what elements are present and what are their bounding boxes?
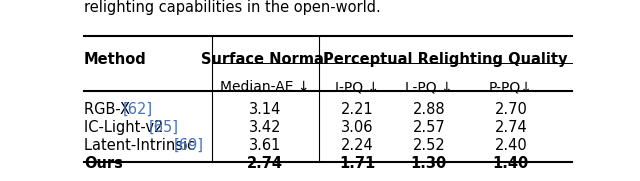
- Text: Surface Normal: Surface Normal: [202, 52, 329, 67]
- Text: 2.24: 2.24: [341, 138, 374, 153]
- Text: RGB-X: RGB-X: [84, 102, 134, 117]
- Text: [62]: [62]: [123, 102, 153, 117]
- Text: Latent-Intrinsic: Latent-Intrinsic: [84, 138, 200, 153]
- Text: 2.88: 2.88: [412, 102, 445, 117]
- Text: 1.71: 1.71: [339, 156, 376, 171]
- Text: Perceptual Relighting Quality: Perceptual Relighting Quality: [323, 52, 568, 67]
- Text: [65]: [65]: [149, 120, 179, 135]
- Text: 3.61: 3.61: [249, 138, 282, 153]
- Text: 3.42: 3.42: [249, 120, 282, 135]
- Text: 2.70: 2.70: [495, 102, 527, 117]
- Text: 2.21: 2.21: [341, 102, 374, 117]
- Text: 1.40: 1.40: [493, 156, 529, 171]
- Text: Median-AE ↓: Median-AE ↓: [220, 80, 310, 94]
- Text: 3.06: 3.06: [341, 120, 374, 135]
- Text: 2.74: 2.74: [495, 120, 527, 135]
- Text: 1.30: 1.30: [411, 156, 447, 171]
- Text: L-PQ ↓: L-PQ ↓: [405, 80, 452, 94]
- Text: [69]: [69]: [173, 138, 204, 153]
- Text: 2.57: 2.57: [412, 120, 445, 135]
- Text: Ours: Ours: [84, 156, 123, 171]
- Text: Method: Method: [84, 52, 147, 67]
- Text: P-PQ↓: P-PQ↓: [489, 80, 533, 94]
- Text: relighting capabilities in the open-world.: relighting capabilities in the open-worl…: [84, 0, 381, 15]
- Text: 2.40: 2.40: [495, 138, 527, 153]
- Text: I-PQ ↓: I-PQ ↓: [335, 80, 380, 94]
- Text: 3.14: 3.14: [249, 102, 282, 117]
- Text: 2.52: 2.52: [412, 138, 445, 153]
- Text: 2.74: 2.74: [247, 156, 284, 171]
- Text: IC-Light-v2: IC-Light-v2: [84, 120, 168, 135]
